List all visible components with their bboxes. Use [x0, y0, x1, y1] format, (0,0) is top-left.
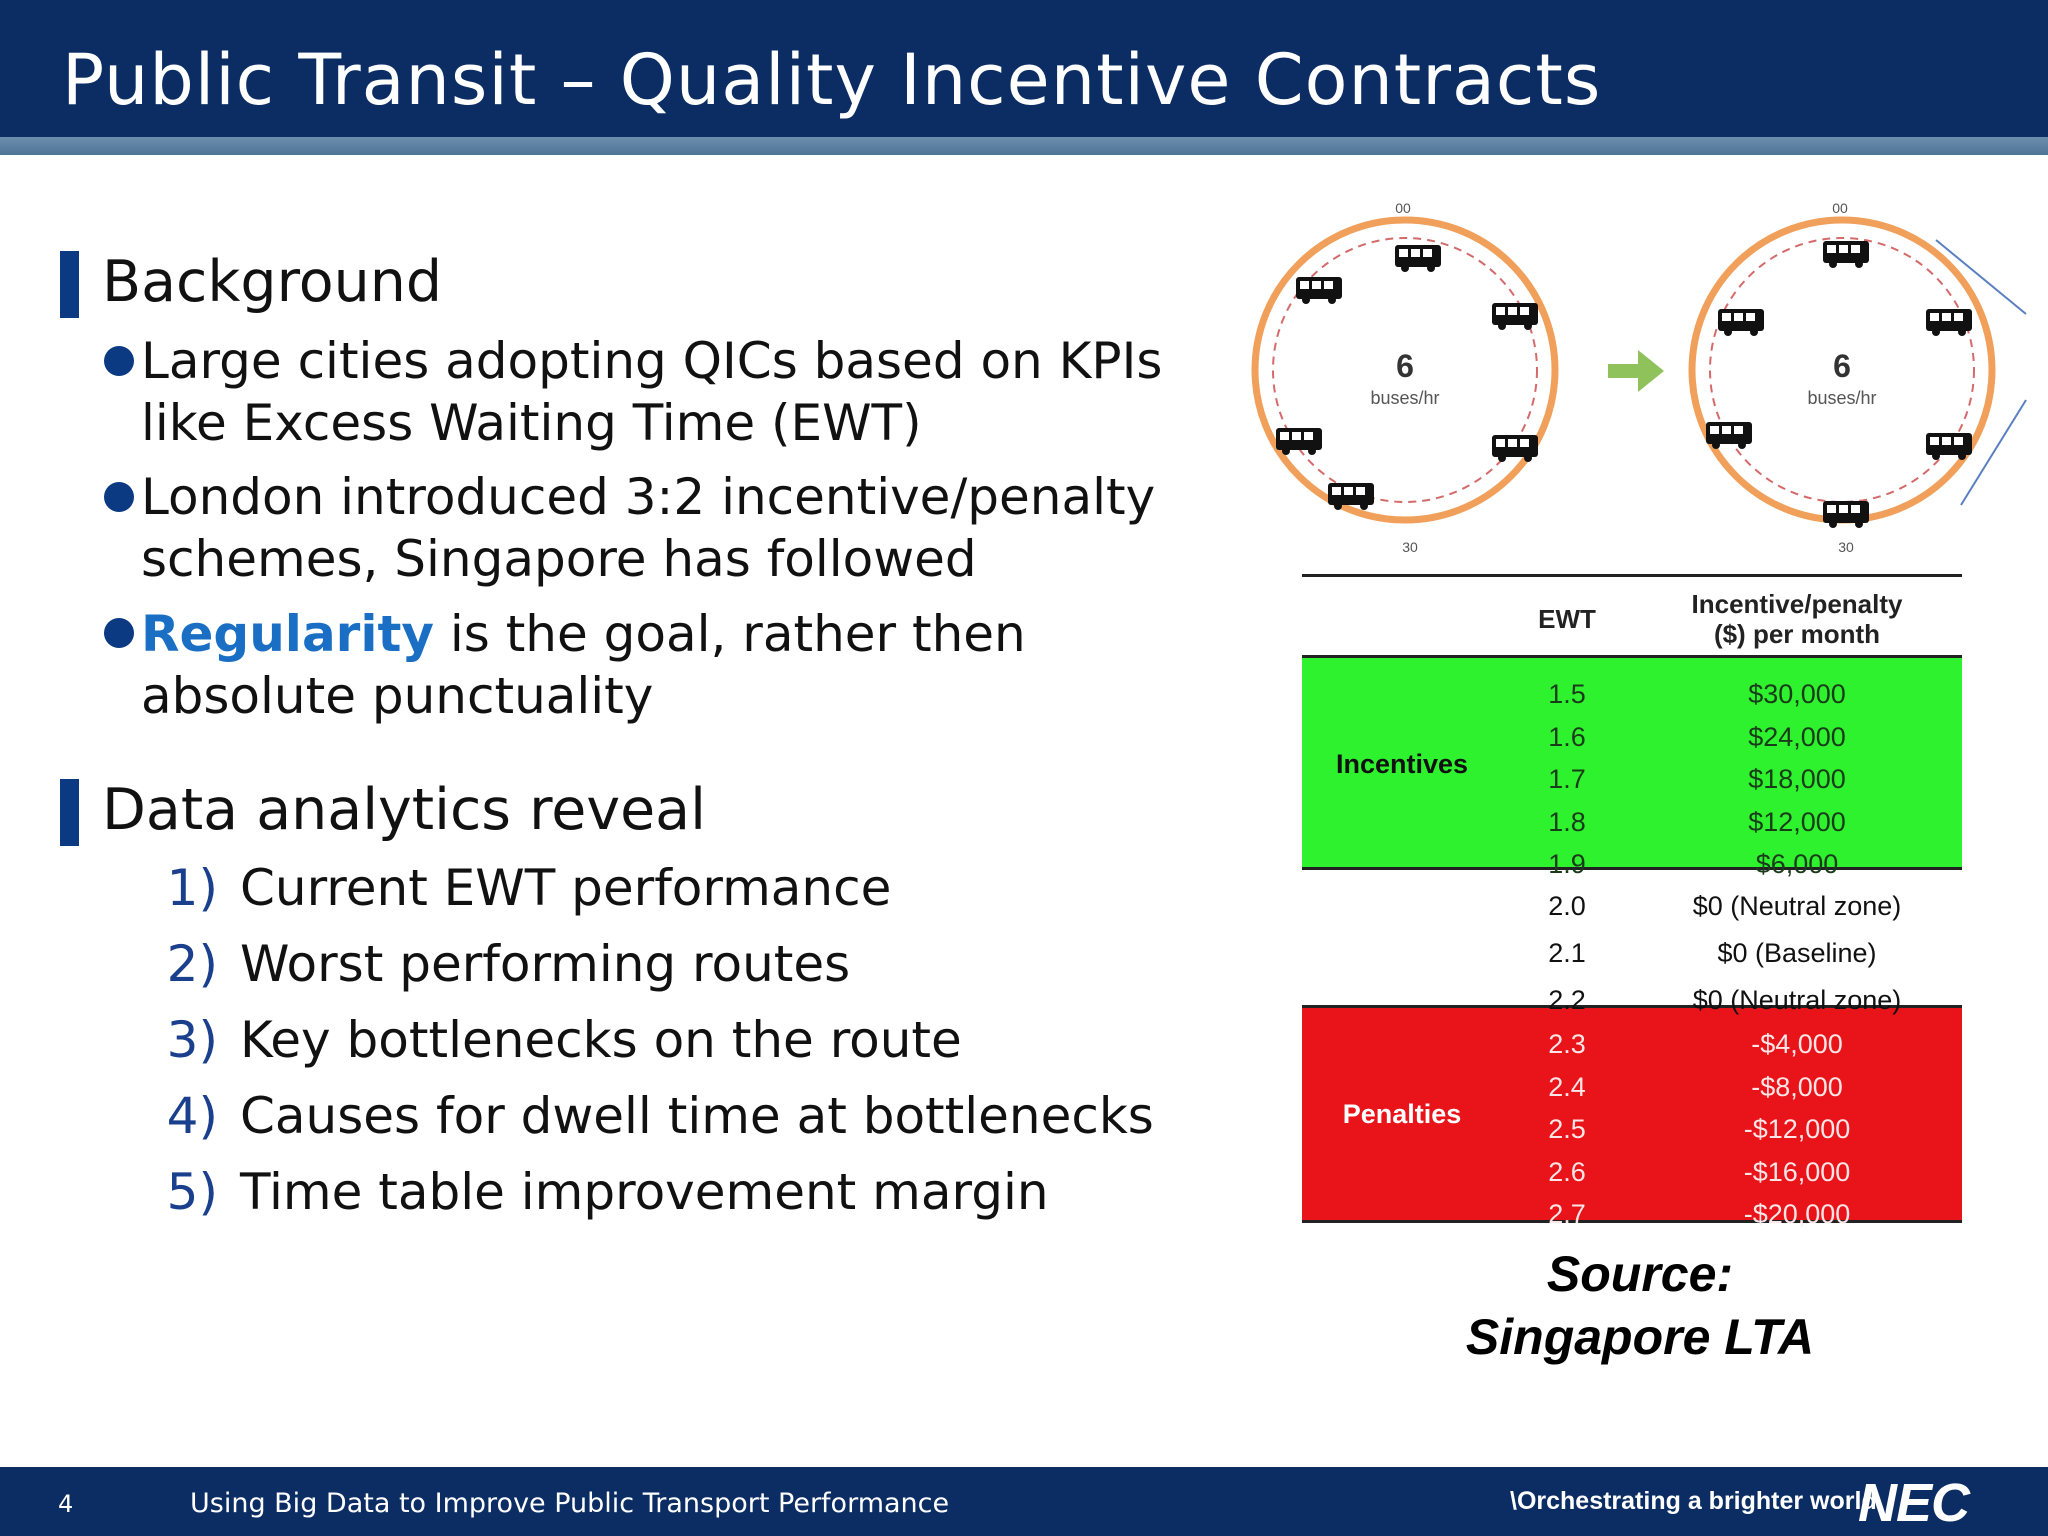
table-cell-amount: $30,000 [1748, 679, 1846, 709]
source-label: Source: [1546, 1246, 1734, 1302]
table-cell-ewt: 1.9 [1548, 849, 1586, 879]
bullet-text: schemes, Singapore has followed [141, 530, 977, 588]
ring-left-rate: 6 [1396, 348, 1414, 384]
table-cell-amount: -$20,000 [1743, 1199, 1851, 1229]
bus-icon [1492, 303, 1538, 330]
incentives-label: Incentives [1335, 749, 1469, 779]
bus-regularity-diagram: 00 30 6 buses/hr 00 30 6 buses/hr [1251, 200, 2027, 555]
table-cell-ewt: 2.7 [1548, 1199, 1586, 1229]
table-cell-amount: $0 (Baseline) [1717, 938, 1877, 968]
table-cell-amount: -$4,000 [1751, 1029, 1843, 1059]
bullet-dot-icon [104, 346, 134, 376]
bullet-text: Regularity is the goal, rather then [141, 603, 1026, 665]
table-bottom-rule [1302, 1220, 1962, 1223]
list-number: 2) [166, 935, 218, 993]
section-marker [60, 779, 79, 846]
bullet-text: Large cities adopting QICs based on KPIs [141, 332, 1163, 390]
table-header-amount-line2: ($) per month [1713, 619, 1881, 649]
bus-icon [1926, 309, 1972, 336]
bus-icon [1492, 435, 1538, 462]
table-cell-ewt: 2.5 [1548, 1114, 1586, 1144]
section-marker [60, 251, 79, 318]
ring-right-bottom-label: 30 [1838, 539, 1854, 555]
list-item: Causes for dwell time at bottlenecks [240, 1087, 1154, 1145]
table-cell-amount: -$8,000 [1751, 1071, 1843, 1102]
bus-icon [1328, 483, 1374, 510]
ring-left-bottom-label: 30 [1402, 539, 1418, 555]
list-number: 3) [166, 1011, 218, 1069]
ring-left: 00 30 6 buses/hr [1251, 200, 1559, 555]
ring-right: 00 30 6 buses/hr [1688, 200, 2027, 555]
bullet-text: London introduced 3:2 incentive/penalty [141, 468, 1156, 526]
table-cell-amount: $0 (Neutral zone) [1692, 985, 1902, 1015]
table-cell-amount: -$16,000 [1743, 1156, 1851, 1187]
source-note: Source: Singapore LTA [1380, 1243, 1900, 1369]
table-rule [1302, 867, 1962, 870]
bus-icon [1706, 422, 1752, 449]
table-cell-ewt: 2.3 [1548, 1029, 1586, 1059]
bus-icon [1276, 428, 1322, 455]
ring-left-top-label: 00 [1395, 200, 1411, 216]
list-item: Worst performing routes [240, 935, 851, 993]
table-cell-ewt: 2.0 [1548, 891, 1586, 921]
page-number: 4 [58, 1490, 74, 1518]
list-item: Current EWT performance [240, 859, 892, 917]
brand-tagline: \Orchestrating a brighter world [1510, 1487, 1877, 1515]
table-cell-amount: $12,000 [1748, 806, 1846, 837]
table-cell-amount: $24,000 [1748, 721, 1846, 752]
bullet-text-rest: is the goal, rather then [433, 605, 1026, 663]
bus-icon [1395, 245, 1441, 272]
bullet-dot-icon [104, 618, 134, 648]
table-cell-ewt: 1.5 [1548, 679, 1586, 709]
table-top-rule [1302, 574, 1962, 577]
table-cell-ewt: 2.6 [1548, 1156, 1586, 1187]
table-cell-ewt: 1.7 [1548, 764, 1586, 794]
section-heading-background: Background [102, 249, 443, 315]
table-cell-ewt: 1.8 [1548, 806, 1586, 837]
list-number: 4) [166, 1087, 218, 1145]
emphasis-regularity: Regularity [141, 605, 434, 663]
table-header-amount-line1: Incentive/penalty [1691, 589, 1903, 619]
right-arrow-icon [1608, 350, 1664, 392]
ring-right-unit: buses/hr [1807, 388, 1876, 408]
table-cell-ewt: 2.1 [1548, 938, 1586, 968]
bullet-text: like Excess Waiting Time (EWT) [141, 394, 922, 452]
bus-icon [1823, 501, 1869, 528]
header-bar [0, 0, 2048, 137]
slide-title: Public Transit – Quality Incentive Contr… [62, 39, 1602, 121]
penalties-block [1302, 1008, 1962, 1221]
table-header-rule [1302, 655, 1962, 658]
header-stripe [0, 137, 2048, 155]
ring-right-top-label: 00 [1832, 200, 1848, 216]
bus-icon [1823, 241, 1869, 268]
table-cell-ewt: 2.2 [1548, 985, 1586, 1015]
penalties-label: Penalties [1342, 1099, 1462, 1129]
ring-right-rate: 6 [1833, 348, 1851, 384]
source-name: Singapore LTA [1465, 1309, 1815, 1365]
table-cell-amount: -$12,000 [1743, 1114, 1851, 1144]
bus-icon [1296, 277, 1342, 304]
nec-logo: NEC [1858, 1473, 1970, 1533]
list-item: Key bottlenecks on the route [240, 1011, 962, 1069]
section-heading-analytics: Data analytics reveal [102, 777, 706, 843]
footer-title: Using Big Data to Improve Public Transpo… [190, 1488, 950, 1519]
table-cell-amount: $6,000 [1755, 849, 1839, 879]
table-rule [1302, 1005, 1962, 1008]
bus-icon [1926, 433, 1972, 460]
ring-left-unit: buses/hr [1370, 388, 1439, 408]
footer-bar [0, 1467, 2048, 1536]
bullet-dot-icon [104, 482, 134, 512]
list-number: 1) [166, 859, 218, 917]
list-item: Time table improvement margin [240, 1163, 1049, 1221]
incentives-block [1302, 658, 1962, 868]
bus-icon [1718, 309, 1764, 336]
table-header-ewt: EWT [1538, 604, 1596, 634]
table-cell-ewt: 2.4 [1548, 1071, 1586, 1102]
bullet-text: absolute punctuality [141, 667, 654, 725]
table-cell-amount: $0 (Neutral zone) [1692, 891, 1902, 921]
table-cell-amount: $18,000 [1748, 764, 1846, 794]
table-cell-ewt: 1.6 [1548, 721, 1586, 752]
list-number: 5) [166, 1163, 218, 1221]
